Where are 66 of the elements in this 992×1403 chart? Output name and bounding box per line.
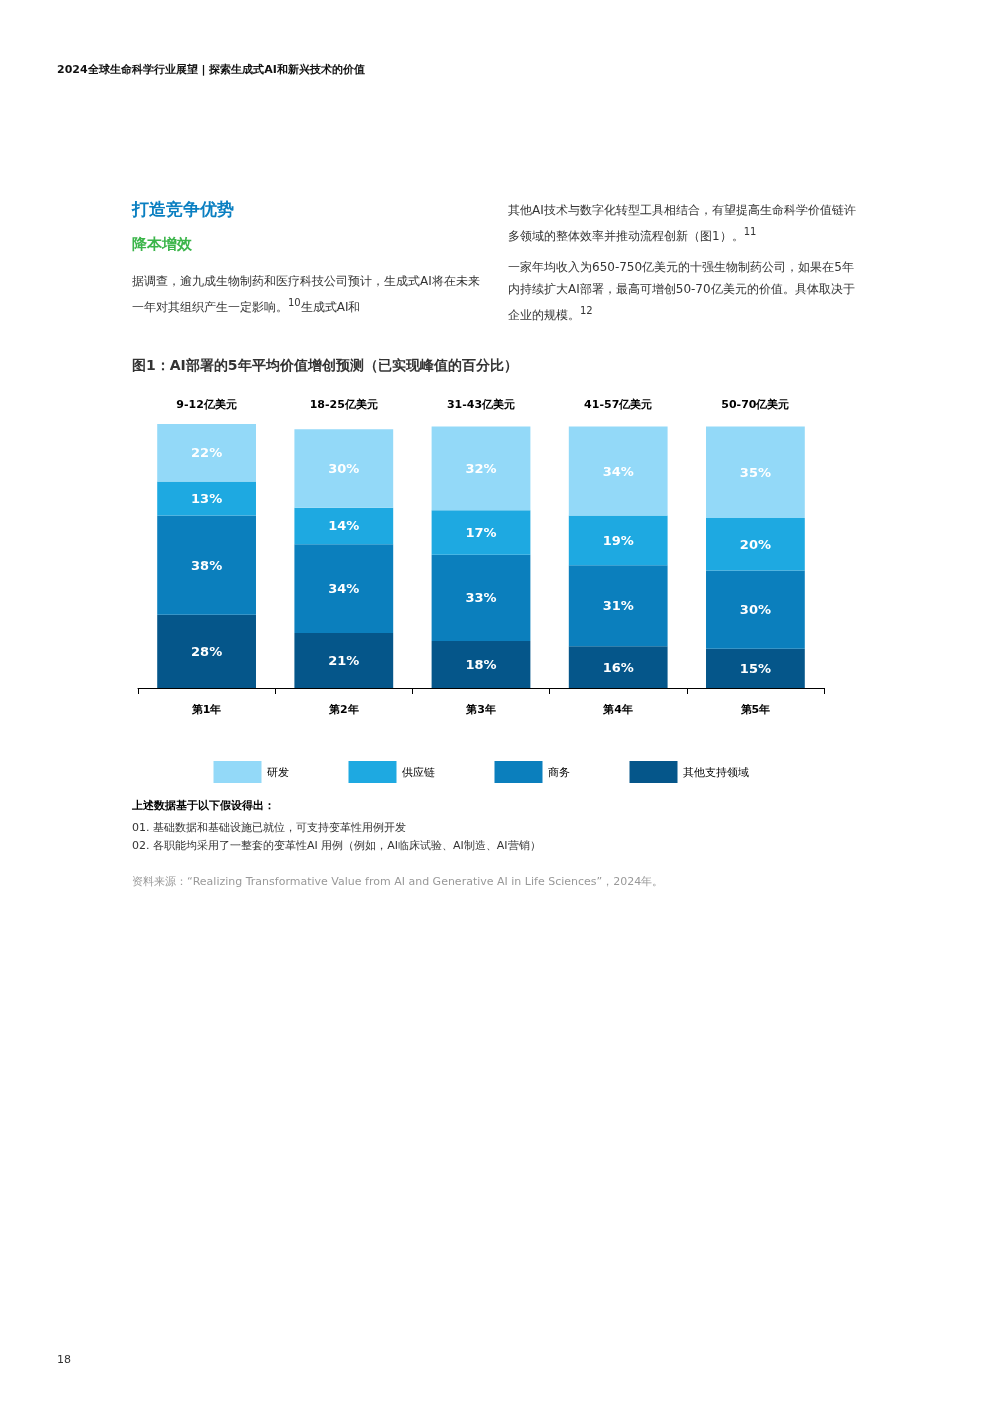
bar: [294, 633, 394, 688]
data-label: 34%: [602, 463, 634, 479]
data-label: 22%: [191, 445, 223, 461]
bar: [431, 554, 531, 641]
bar: [294, 544, 394, 634]
text: 41-57亿美元: [584, 398, 653, 411]
text: 02. 各职能均采用了一整套的变革性AI 用例（例如，AI临床试验、AI制造、AI营销）: [132, 838, 541, 853]
x-tick-label: 第1年: [190, 703, 222, 716]
text: 2024全球生命科学行业展望 | 探索生成式AI和新兴技术的价值: [57, 62, 365, 77]
data-label: 38%: [191, 557, 223, 573]
bar: [431, 640, 531, 688]
text: 一家年均收入为650-750亿美元的十强生物制药公司，如果在5年内持续扩大AI部署，最高可增创50-70亿美元的价值。具体取决于企业的规模。$^{12}$: [508, 259, 856, 324]
x-tick-label: 第3年: [465, 703, 496, 716]
data-label: 20%: [739, 536, 771, 552]
bar: [157, 481, 256, 516]
data-label: 31%: [602, 598, 634, 614]
text: 据调查，逾九成生物制药和医疗科技公司预计，生成式AI将在未来一年对其组织产生一定影响。$^{10}$生成式AI和: [132, 273, 481, 316]
data-label: 15%: [739, 660, 771, 676]
text: 资料来源：“Realizing Transformative Value from AI and Generative AI in Life Sciences”，2024年。: [132, 874, 664, 889]
bar: [706, 518, 805, 571]
data-label: 35%: [739, 464, 771, 480]
text: 50-70亿美元: [721, 398, 790, 411]
text: 01. 基础数据和基础设施已就位，可支持变革性用例开发: [132, 820, 406, 835]
data-label: 19%: [602, 532, 634, 548]
data-label: 28%: [191, 643, 223, 659]
legend-label: 商务: [547, 765, 570, 779]
text: 其他AI技术与数字化转型工具相结合，有望提高生命科学价值链许多领域的整体效率并推动流程创新（图1）。$^{11}$: [508, 202, 857, 245]
bar: [294, 429, 394, 508]
bar: [431, 426, 531, 511]
data-label: 32%: [465, 460, 497, 476]
data-label: 18%: [465, 656, 497, 672]
text: 18: [57, 1353, 71, 1366]
data-label: 21%: [328, 653, 360, 669]
bar: [568, 515, 668, 566]
bar: [568, 646, 668, 688]
data-label: 34%: [328, 581, 360, 597]
bar: [157, 515, 256, 615]
bar: [568, 565, 668, 647]
x-tick-label: 第4年: [602, 703, 634, 716]
text: 9-12亿美元: [176, 398, 237, 411]
bar: [706, 570, 805, 649]
bar: [294, 507, 394, 545]
text: 打造竞争优势: [132, 198, 234, 221]
bar: [706, 648, 805, 688]
bar: [157, 424, 256, 482]
data-label: 16%: [602, 659, 634, 675]
data-label: 30%: [739, 602, 771, 618]
legend-label: 供应链: [401, 765, 435, 779]
text: 上述数据基于以下假设得出：: [132, 798, 275, 813]
legend-label: 研发: [266, 765, 289, 779]
bar: [157, 614, 256, 688]
legend-label: 其他支持领域: [682, 765, 749, 779]
text: 31-43亿美元: [446, 398, 516, 411]
text: 降本增效: [132, 235, 192, 254]
text: 18-25亿美元: [309, 398, 378, 411]
x-tick-label: 第5年: [739, 703, 771, 716]
data-label: 14%: [328, 518, 360, 534]
data-label: 13%: [191, 490, 223, 506]
bar: [568, 426, 668, 516]
x-tick-label: 第2年: [327, 703, 359, 716]
data-label: 30%: [328, 460, 360, 476]
bar: [431, 510, 531, 555]
data-label: 33%: [465, 590, 497, 606]
chart-title: 图1：AI部署的5年平均价值增创预测（已实现峰值的百分比）: [132, 357, 518, 375]
data-label: 17%: [465, 524, 497, 540]
bar: [706, 426, 805, 519]
